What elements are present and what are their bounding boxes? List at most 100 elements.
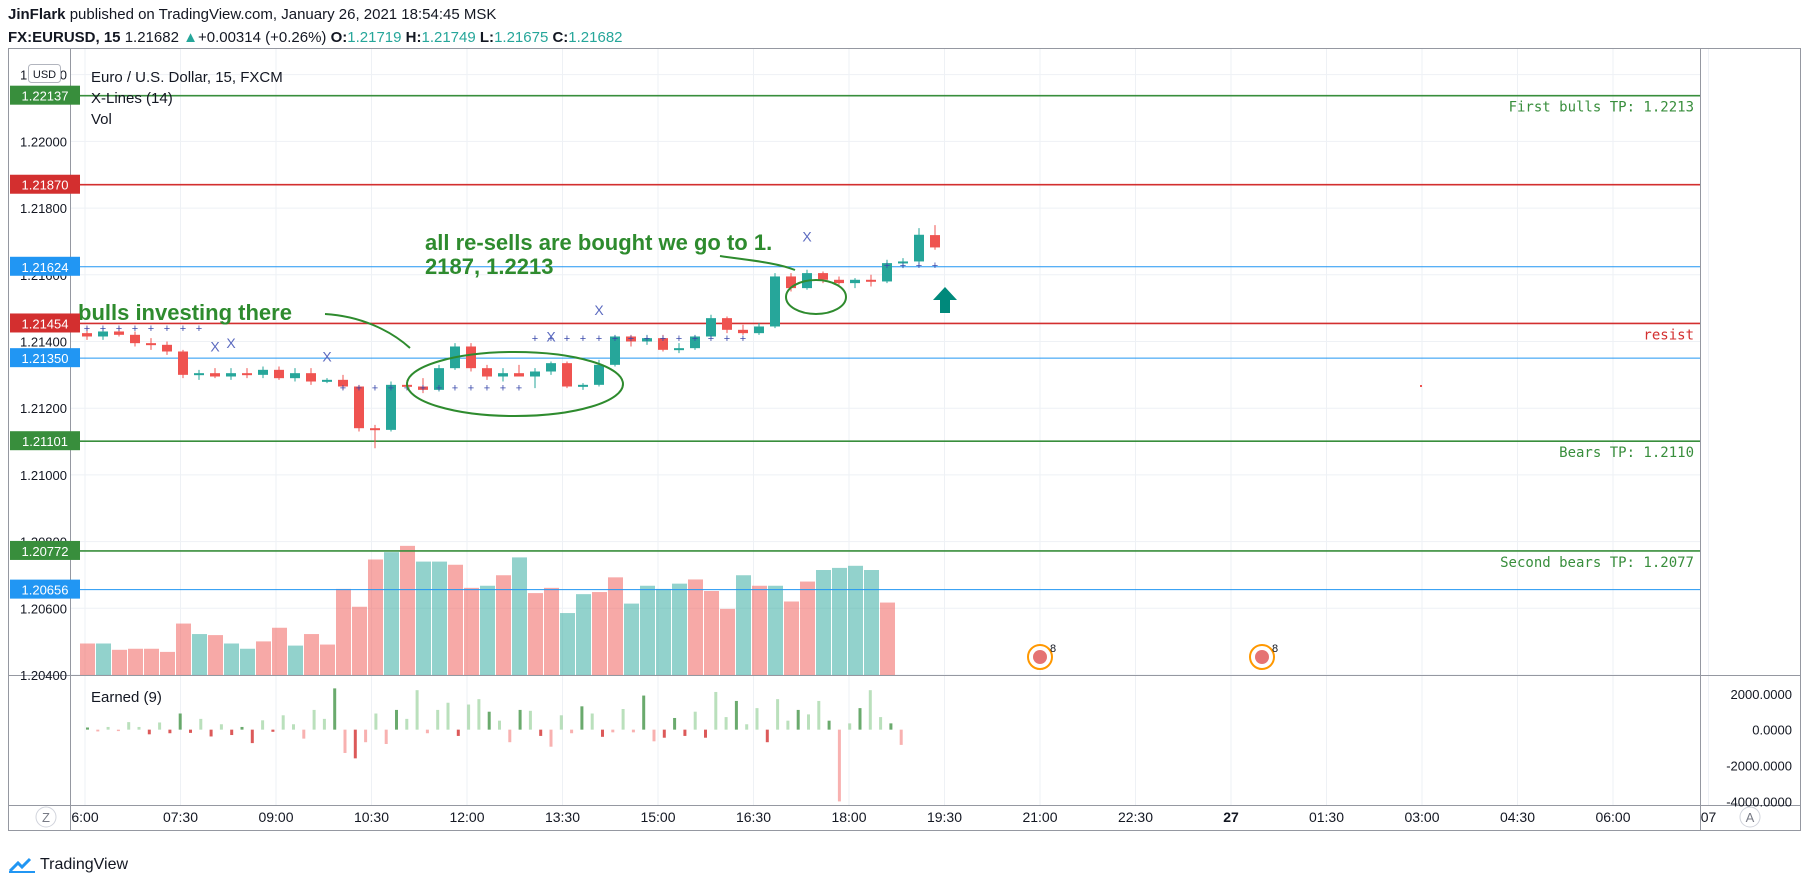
volume-bar — [592, 592, 607, 675]
plus-marker: + — [164, 323, 170, 335]
x-marker: X — [226, 335, 236, 351]
price-tag — [10, 174, 80, 194]
earned-bar — [147, 729, 151, 735]
level-label: resist — [1643, 327, 1694, 343]
earned-bar — [240, 726, 244, 730]
plus-marker: + — [916, 260, 922, 272]
volume-bar — [464, 587, 479, 675]
earned-bar — [570, 729, 574, 734]
volume-bar — [640, 585, 655, 675]
price-tag — [10, 431, 80, 451]
candle-body — [674, 348, 684, 351]
plus-marker: + — [452, 383, 458, 395]
volume-bar — [192, 634, 207, 675]
price-tick-label: 1.21400 — [20, 334, 67, 349]
earned-bar — [395, 709, 398, 730]
time-tick-label: 09:00 — [258, 809, 293, 825]
earned-bar — [776, 699, 780, 730]
earned-bar — [508, 729, 512, 743]
plus-marker: + — [468, 383, 474, 395]
time-tick-label: 04:30 — [1500, 809, 1535, 825]
earned-bar — [549, 729, 553, 747]
candle-body — [898, 261, 908, 264]
x-marker: X — [322, 348, 332, 364]
candle-body — [834, 279, 844, 284]
footer-brand[interactable]: TradingView — [40, 856, 129, 873]
time-tick-label: 10:30 — [354, 809, 389, 825]
open-label: O: — [330, 29, 348, 46]
earned-bar — [230, 729, 234, 736]
earned-bar — [807, 714, 810, 730]
event-badge-count: 8 — [1050, 643, 1056, 655]
plus-marker: + — [340, 383, 346, 395]
volume-bar — [384, 552, 399, 675]
earned-bar — [487, 711, 491, 730]
plus-marker: + — [132, 323, 138, 335]
volume-bar — [112, 649, 127, 675]
earned-bar — [858, 708, 862, 730]
author-name[interactable]: JinFlark — [8, 6, 66, 23]
plus-marker: + — [596, 333, 602, 345]
time-tick-label: 15:00 — [640, 809, 675, 825]
time-tick-label: 03:00 — [1404, 809, 1439, 825]
price-tag — [10, 256, 80, 276]
earned-bar — [168, 729, 172, 734]
price-tick-label: 1.20600 — [20, 601, 67, 616]
time-tick-label: 21:00 — [1022, 809, 1057, 825]
zoom-button — [35, 806, 57, 828]
grid — [70, 48, 1709, 805]
candle-body — [626, 336, 636, 342]
volume-bar — [544, 587, 559, 675]
earned-bar — [343, 729, 347, 753]
volume-bar — [864, 570, 879, 675]
earned-bar — [724, 717, 728, 730]
level-label: First bulls TP: 1.2213 — [1509, 100, 1694, 116]
price-tag-label: 1.21101 — [22, 434, 68, 449]
time-tick-label: 13:30 — [545, 809, 580, 825]
earned-bar — [827, 720, 831, 730]
volume-bar — [224, 643, 239, 675]
earned-bar — [611, 729, 615, 733]
candle-body — [322, 379, 332, 382]
plus-marker: + — [484, 383, 490, 395]
price-tag — [10, 579, 80, 599]
x-marker: X — [210, 338, 220, 354]
candle-body — [722, 318, 732, 330]
volume-bar — [432, 561, 447, 675]
footer[interactable]: TradingView — [8, 856, 128, 874]
candle-body — [770, 276, 780, 327]
earned-bar — [364, 729, 368, 743]
time-tick-label: 18:00 — [831, 809, 866, 825]
price-tag-label: 1.21870 — [22, 178, 69, 193]
earned-bar — [745, 724, 749, 730]
earned-bar — [848, 723, 852, 730]
candle-body — [738, 329, 748, 334]
pointer-stroke — [324, 313, 411, 349]
earned-bar — [456, 729, 460, 736]
time-tick-label: 19:30 — [927, 809, 962, 825]
earned-tick-label: -4000.0000 — [1726, 794, 1792, 809]
earned-bar — [127, 722, 131, 730]
annotation-resells-1: all re-sells are bought we go to 1. — [425, 230, 772, 255]
volume-bar — [336, 588, 351, 675]
volume-bar — [304, 634, 319, 675]
earned-bar — [312, 709, 316, 730]
volume-bar — [720, 608, 735, 675]
volume-bar — [288, 645, 303, 675]
volume-bar — [784, 601, 799, 675]
candle-body — [514, 373, 524, 377]
candle-body — [418, 386, 428, 390]
volume-bars — [80, 545, 895, 675]
candle-body — [130, 334, 140, 344]
plus-marker: + — [84, 323, 90, 335]
volume-bar — [832, 567, 847, 675]
publish-info: JinFlark published on TradingView.com, J… — [8, 6, 496, 23]
price-tick-label: 1.21800 — [20, 201, 67, 216]
earned-bar — [116, 729, 120, 732]
plus-marker: + — [180, 323, 186, 335]
volume-bar — [736, 575, 751, 675]
earned-bar — [271, 729, 275, 732]
low-label: L: — [479, 29, 495, 46]
earned-bar — [590, 713, 594, 730]
